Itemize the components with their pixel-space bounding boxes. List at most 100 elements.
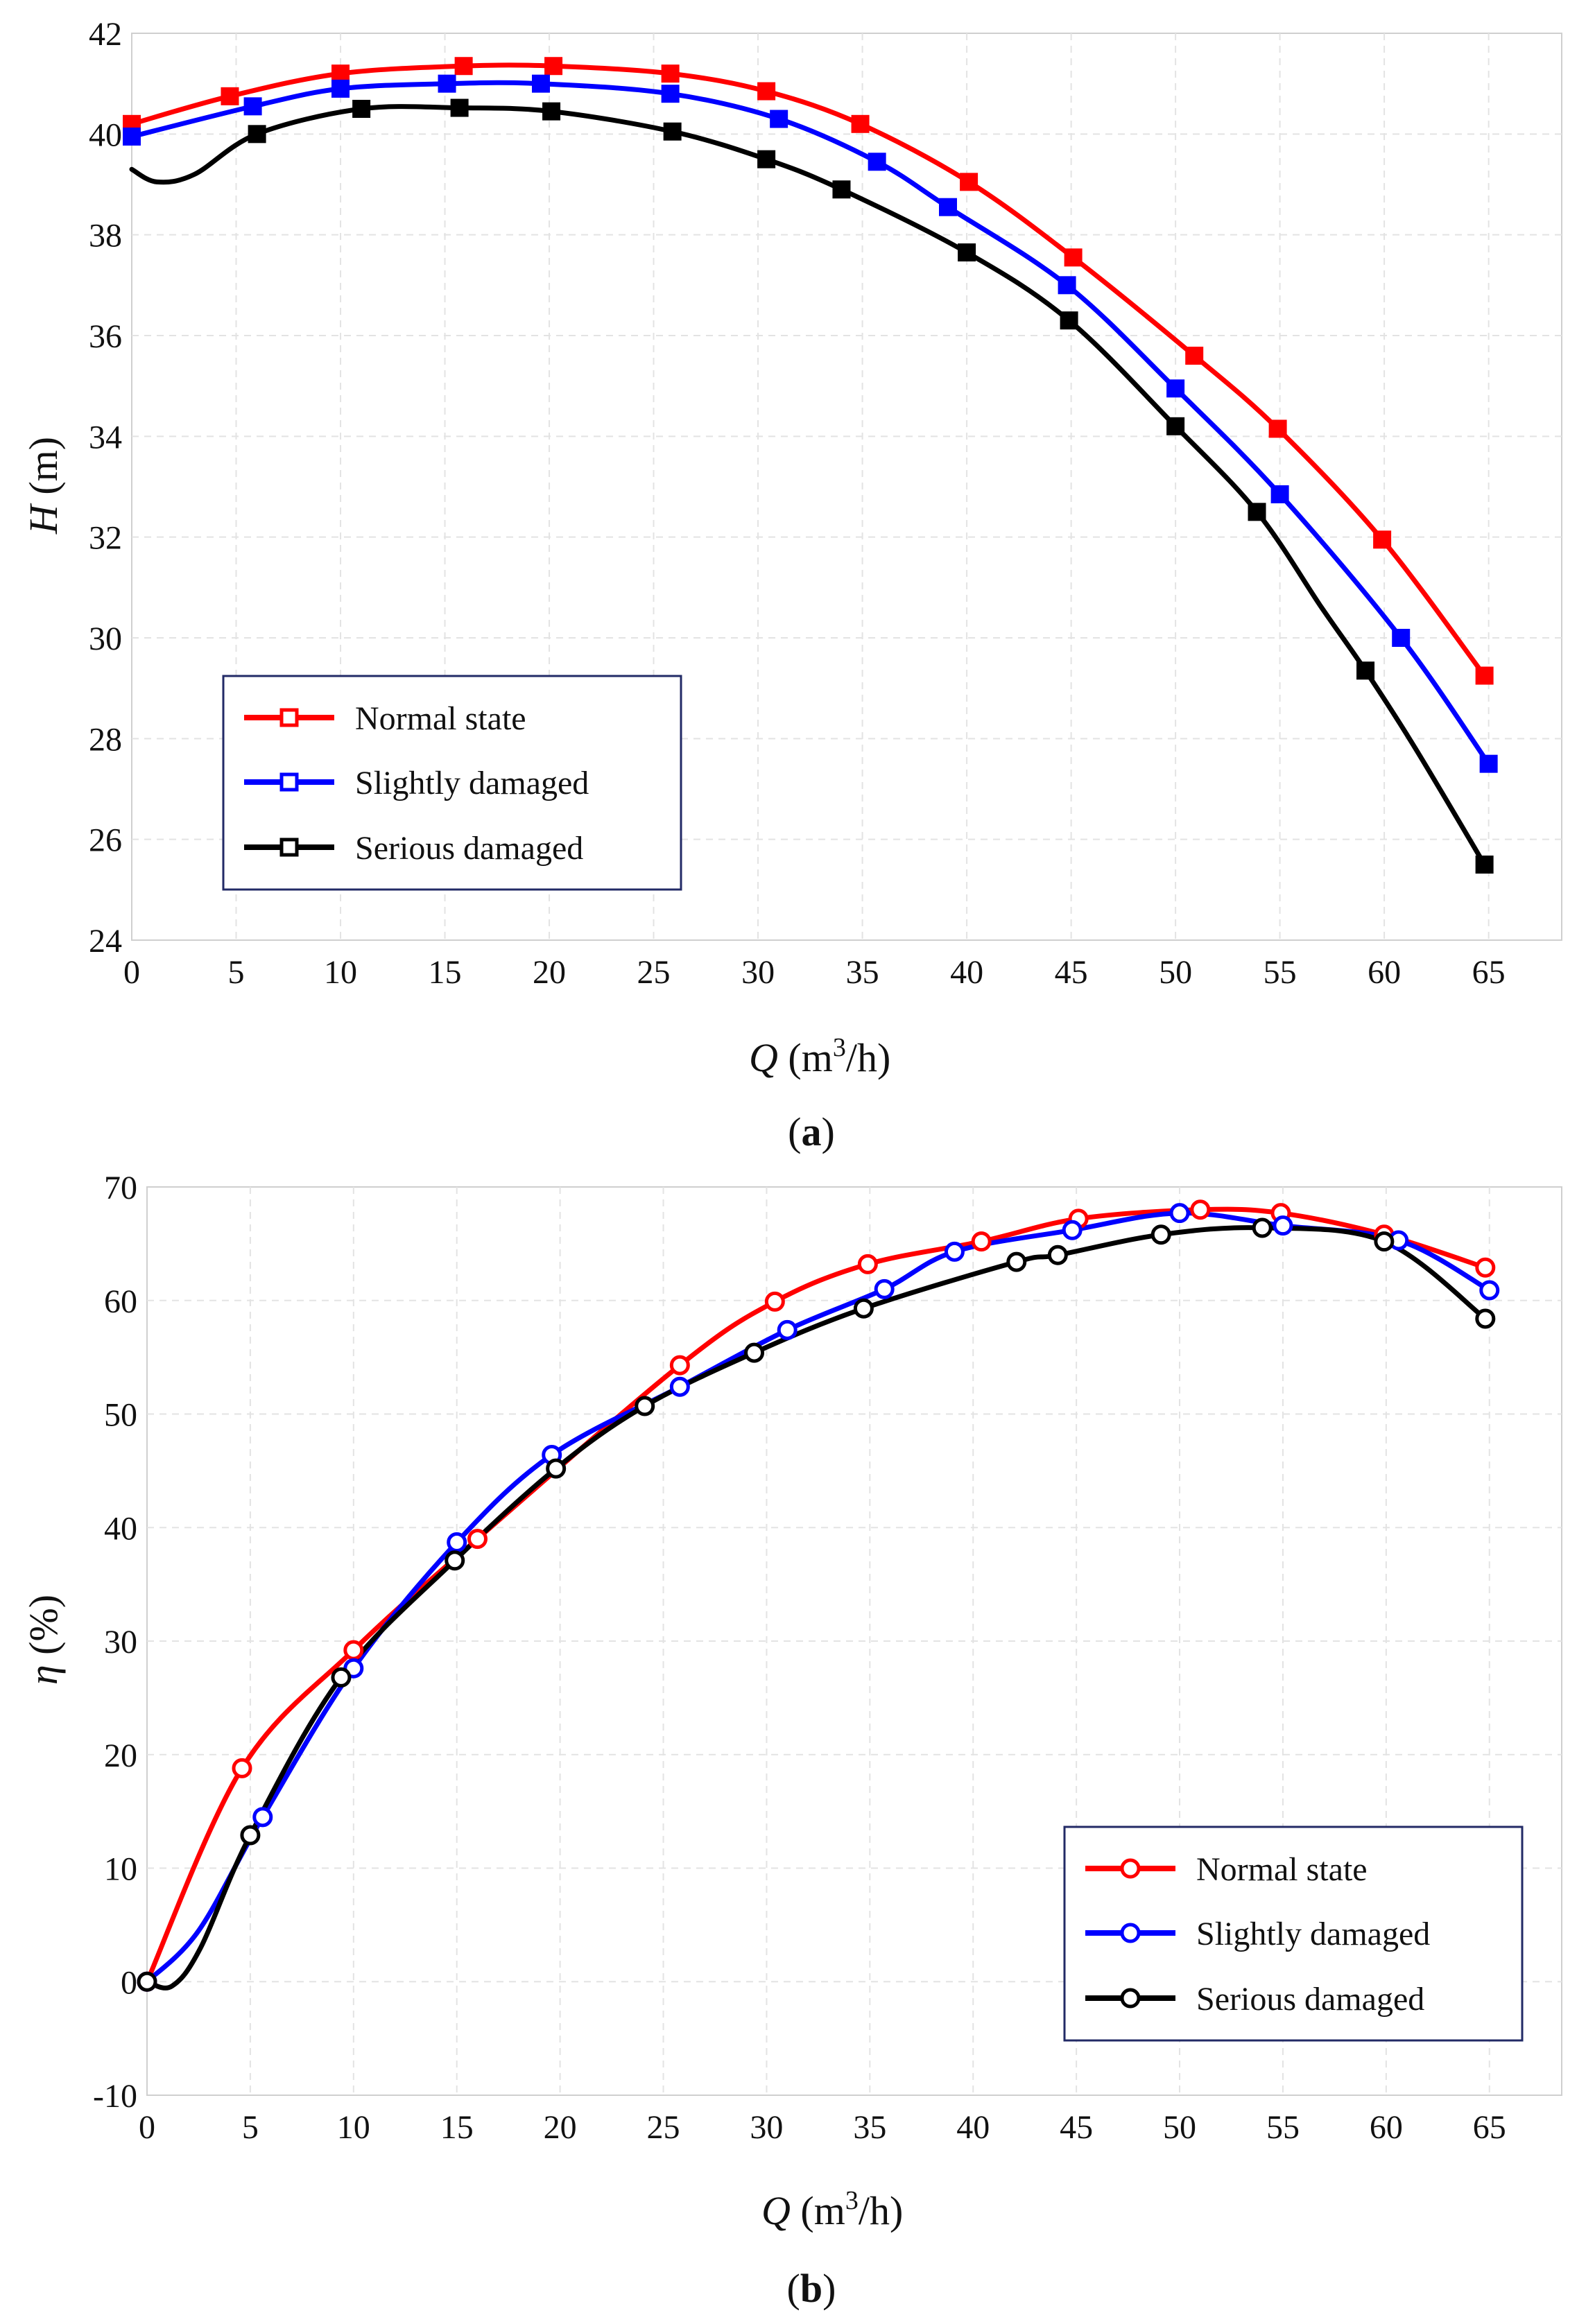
x-tick-label: 15 — [440, 2109, 474, 2146]
data-point — [1479, 754, 1498, 773]
data-point — [874, 1278, 895, 1299]
data-point — [450, 98, 469, 117]
x-tick-label: 45 — [1060, 2109, 1093, 2146]
x-tick-label: 25 — [647, 2109, 680, 2146]
y-tick-label: 32 — [89, 520, 122, 557]
series-line-2 — [129, 104, 1488, 867]
data-point — [1374, 1231, 1395, 1252]
x-tick-label: 35 — [853, 2109, 886, 2146]
data-point — [744, 1342, 765, 1363]
x-tick-label: 35 — [846, 954, 879, 991]
data-point — [1475, 666, 1494, 685]
data-point — [447, 1532, 467, 1553]
legend-label: Slightly damaged — [355, 765, 589, 801]
x-tick-label: 10 — [324, 954, 357, 991]
legend-entry-serious-a: Serious damaged — [244, 830, 583, 867]
data-point — [661, 85, 680, 103]
data-point — [1190, 1199, 1211, 1220]
data-point — [1047, 1245, 1068, 1265]
data-point — [1248, 503, 1266, 521]
data-point — [757, 150, 776, 168]
plot-area-a — [131, 33, 1562, 941]
y-tick-label: 0 — [121, 1964, 137, 2001]
chart-efficiency-vs-flow: 0 5 10 15 20 25 30 35 40 45 50 55 60 65 -100102030405… — [21, 1170, 1562, 2311]
data-point — [1273, 1215, 1293, 1236]
legend-a: Normal state Slightly damaged Serious da… — [222, 675, 682, 891]
data-point — [248, 125, 266, 144]
x-tick-label: 0 — [139, 2109, 155, 2146]
series-group-b — [137, 1199, 1500, 1992]
data-point — [252, 1807, 273, 1828]
legend-label: Serious damaged — [355, 830, 583, 867]
data-point — [542, 102, 561, 121]
data-point — [1475, 1308, 1496, 1329]
legend-entry-slight-a: Slightly damaged — [244, 765, 589, 801]
legend-entry-normal-b: Normal state — [1085, 1851, 1368, 1888]
y-axis-title-a: H (m) — [21, 437, 66, 535]
y-tick-label: 36 — [89, 318, 122, 355]
panel-label-a: (a) — [788, 1109, 835, 1154]
y-axis-ticks-a: 24 26 28 30 32 34 36 38 40 42 — [89, 16, 122, 960]
data-point — [331, 64, 350, 83]
x-tick-label: 30 — [750, 2109, 783, 2146]
x-tick-label: 55 — [1266, 2109, 1300, 2146]
x-tick-label: 5 — [228, 954, 245, 991]
data-point — [331, 79, 350, 98]
data-point — [669, 1376, 690, 1397]
data-point — [661, 64, 680, 83]
series-line-0 — [129, 62, 1488, 678]
data-point — [635, 1396, 655, 1416]
data-point — [832, 180, 851, 199]
x-tick-label: 50 — [1163, 2109, 1196, 2146]
data-point — [1479, 1280, 1500, 1301]
data-point — [445, 1550, 465, 1571]
data-point — [467, 1529, 488, 1550]
x-tick-label: 40 — [956, 2109, 990, 2146]
data-point — [663, 122, 682, 141]
data-point — [123, 127, 141, 146]
legend-label: Normal state — [355, 700, 526, 737]
data-point — [546, 1458, 567, 1479]
y-tick-label: -10 — [93, 2078, 137, 2115]
data-point — [944, 1241, 965, 1262]
data-point — [1268, 419, 1287, 438]
data-point — [853, 1298, 874, 1319]
y-tick-label: 28 — [89, 721, 122, 758]
data-point — [1166, 379, 1185, 398]
data-point — [243, 97, 262, 116]
x-tick-label: 30 — [741, 954, 775, 991]
data-point — [1252, 1217, 1273, 1238]
x-tick-label: 40 — [950, 954, 983, 991]
y-tick-label: 40 — [104, 1510, 137, 1547]
data-point — [857, 1254, 878, 1274]
legend-entry-normal-a: Normal state — [244, 700, 526, 737]
y-tick-label: 30 — [104, 1624, 137, 1660]
x-tick-label: 65 — [1472, 954, 1506, 991]
y-tick-label: 20 — [104, 1737, 137, 1774]
x-axis-title-b: Q (m3/h) — [761, 2186, 903, 2233]
legend-label: Serious damaged — [1196, 1981, 1424, 2018]
x-tick-label: 15 — [429, 954, 462, 991]
y-axis-ticks-b: -10 0 10 20 30 40 50 60 70 — [93, 1170, 137, 2115]
x-tick-label: 65 — [1473, 2109, 1506, 2146]
x-tick-label: 60 — [1370, 2109, 1403, 2146]
data-point — [1062, 1220, 1083, 1240]
data-point — [757, 82, 776, 101]
y-tick-label: 50 — [104, 1397, 137, 1434]
x-tick-label: 20 — [533, 954, 566, 991]
data-point — [958, 243, 976, 262]
data-point — [971, 1231, 992, 1252]
legend-entry-slight-b: Slightly damaged — [1085, 1916, 1430, 1952]
x-tick-label: 0 — [123, 954, 140, 991]
y-tick-label: 34 — [89, 419, 122, 456]
data-point — [532, 74, 551, 93]
x-tick-label: 25 — [637, 954, 671, 991]
y-tick-label: 70 — [104, 1170, 137, 1206]
x-tick-label: 10 — [337, 2109, 370, 2146]
data-point — [868, 153, 886, 171]
y-tick-label: 26 — [89, 822, 122, 859]
y-axis-title-b: η (%) — [21, 1595, 66, 1685]
chart-head-vs-flow: 0 5 10 15 20 25 30 35 40 45 50 55 60 65 24 26 28 30 32 34 3… — [21, 16, 1562, 1154]
data-point — [1475, 1257, 1496, 1278]
data-point — [1356, 661, 1375, 680]
